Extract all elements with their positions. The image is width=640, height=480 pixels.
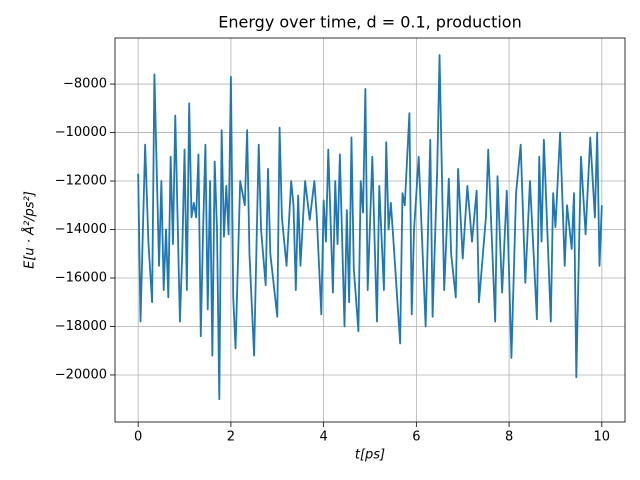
y-axis-label: E[u · Å²/ps²] [22,191,38,269]
y-tick-label: −12000 [55,174,107,189]
y-tick-label: −14000 [55,222,107,237]
y-tick-label: −16000 [55,271,107,286]
x-tick-label: 8 [505,430,513,445]
x-axis-label: t[ps] [355,448,385,463]
x-tick-label: 10 [594,430,611,445]
x-tick-label: 0 [134,430,142,445]
x-tick-label: 2 [227,430,235,445]
x-tick-label: 4 [319,430,327,445]
y-tick-label: −10000 [55,125,107,140]
y-tick-label: −18000 [55,319,107,334]
chart-title: Energy over time, d = 0.1, production [218,13,521,32]
data-line [137,54,603,401]
x-tick-label: 6 [412,430,420,445]
y-tick-label: −20000 [55,367,107,382]
y-tick-label: −8000 [63,77,107,92]
plot-frame [114,37,626,423]
